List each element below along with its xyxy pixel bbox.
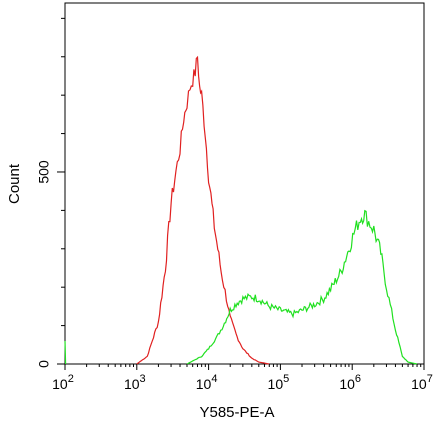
y-tick-label: 0 — [36, 360, 52, 368]
x-tick-label: 102 — [52, 373, 74, 392]
y-tick-label: 500 — [36, 160, 52, 184]
histogram-series-line — [64, 340, 67, 365]
ticks-layer: 102 103 104 105 106 107 0 500 — [36, 17, 433, 392]
histogram-series-line — [136, 55, 270, 365]
x-tick-label: 104 — [196, 373, 218, 392]
x-tick-label: 103 — [124, 373, 146, 392]
plot-frame — [64, 2, 425, 365]
histogram-series-line — [186, 209, 418, 365]
x-tick-label: 106 — [339, 373, 361, 392]
x-tick-label: 107 — [411, 373, 433, 392]
curves-layer — [64, 55, 418, 365]
x-axis-label: Y585-PE-A — [199, 404, 274, 421]
y-axis-label: Count — [6, 163, 23, 204]
x-tick-label: 105 — [268, 373, 290, 392]
